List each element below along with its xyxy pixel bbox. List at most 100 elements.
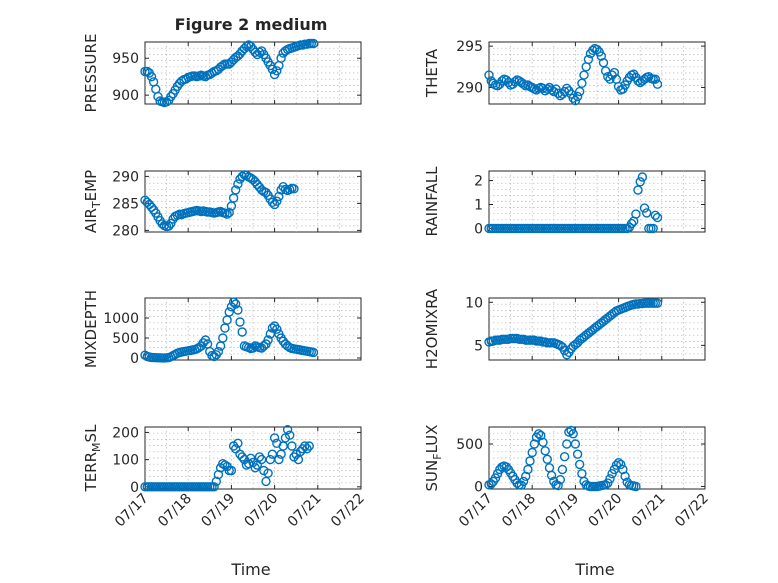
panel-6-point-76 xyxy=(304,441,314,451)
panel-7-point-1 xyxy=(486,479,496,489)
panel-5-point-78 xyxy=(652,298,663,308)
panel-6-point-67 xyxy=(285,430,295,440)
panel-0-point-36 xyxy=(218,60,228,71)
x-axis-label-left: Time xyxy=(230,560,270,579)
panel-1-point-12 xyxy=(510,76,520,87)
panel-4-point-36 xyxy=(218,333,228,343)
panel-5-ytick-label-1: 10 xyxy=(465,295,483,311)
panel-1-ylabel: THETA xyxy=(423,48,441,98)
panel-4-point-27 xyxy=(198,338,209,348)
panel-3-point-77 xyxy=(650,210,660,221)
panel-2-point-12 xyxy=(166,218,176,229)
panel-1-point-55 xyxy=(603,71,613,82)
panel-7-ylabel-main: SUN xyxy=(423,460,441,492)
panel-6-point-60 xyxy=(269,433,280,443)
panel-4-point-55 xyxy=(259,341,269,351)
panel-7-ytick-label-1: 500 xyxy=(456,437,483,453)
panel-2-point-61 xyxy=(272,196,282,206)
panel-4-ytick-label-2: 1000 xyxy=(103,311,139,327)
panel-5-ylabel: H2OMIXRA xyxy=(423,288,441,369)
panel-2-point-3 xyxy=(146,202,157,212)
panel-1-point-9 xyxy=(503,77,514,88)
panel-2-point-38 xyxy=(222,209,232,219)
panel-2-ylabel-sub: T xyxy=(90,201,103,209)
panel-1-point-32 xyxy=(553,88,563,99)
panel-7-ytick-label-0: 0 xyxy=(474,479,483,495)
panel-6-point-68 xyxy=(287,441,297,451)
panel-2-point-56 xyxy=(261,187,271,198)
panel-0: 900 950 PRESSURE xyxy=(82,34,362,113)
panel-0-point-51 xyxy=(250,47,260,57)
panel-2-ylabel: AIRTEMP xyxy=(82,170,103,233)
panel-7-point-60 xyxy=(613,458,624,468)
panel-7-point-19 xyxy=(525,456,535,466)
panel-1-point-44 xyxy=(579,70,589,80)
panel-1-point-48 xyxy=(588,45,598,55)
panel-4-point-57 xyxy=(263,335,273,345)
panel-6-point-43 xyxy=(233,438,243,448)
panel-7-point-37 xyxy=(564,427,574,437)
panel-7-ylabel: SUNFLUX xyxy=(423,425,444,492)
panel-4-point-61 xyxy=(272,324,282,334)
panel-6-point-75 xyxy=(302,444,312,454)
panel-2-point-69 xyxy=(289,184,299,194)
panel-4-ytick-label-0: 0 xyxy=(130,351,139,367)
panel-5: 5 10 H2OMIXRA xyxy=(423,288,706,369)
panel-1-point-30 xyxy=(549,86,559,97)
panel-7-point-13 xyxy=(512,478,522,488)
panel-3-point-73 xyxy=(642,208,652,218)
panel-1-point-25 xyxy=(538,83,548,94)
panel-2-point-43 xyxy=(233,179,243,189)
panel-1-point-46 xyxy=(583,54,594,65)
panel-3-point-71 xyxy=(637,172,648,182)
x-axis-label-right: Time xyxy=(574,560,614,579)
panel-4-point-45 xyxy=(237,327,247,337)
panel-7-point-56 xyxy=(605,474,615,484)
panel-1-point-58 xyxy=(609,67,619,78)
panel-4-point-43 xyxy=(233,305,243,315)
panel-2-point-62 xyxy=(274,191,284,202)
panel-7-point-27 xyxy=(542,454,552,464)
panel-2: 280 285 290 AIRTEMP xyxy=(82,169,362,239)
panel-7-point-61 xyxy=(616,459,626,470)
panel-3-ytick-label-1: 1 xyxy=(474,197,483,213)
panel-6-point-32 xyxy=(209,482,219,492)
panel-7-point-54 xyxy=(600,480,611,490)
panel-0-point-3 xyxy=(146,71,157,82)
panel-6-point-40 xyxy=(226,465,237,476)
panel-0-point-63 xyxy=(276,53,286,63)
panel-6-ylabel-sub: M xyxy=(90,442,103,452)
panel-5-point-36 xyxy=(562,350,572,360)
panel-6-point-66 xyxy=(282,425,293,435)
panel-1-point-50 xyxy=(592,44,602,55)
panel-5-ytick-label-0: 5 xyxy=(474,338,483,354)
panel-4-ylabel: MIXDEPTH xyxy=(82,290,100,368)
panel-6-point-48 xyxy=(243,459,254,469)
panel-2-point-59 xyxy=(267,197,278,208)
panel-2-point-42 xyxy=(230,185,241,195)
panel-3-ytick-label-0: 0 xyxy=(474,221,483,237)
panel-3-point-78 xyxy=(652,212,663,223)
panel-1-point-16 xyxy=(518,79,529,89)
panel-1-point-41 xyxy=(572,91,583,102)
panel-5-ylabel-main: H2OMIXRA xyxy=(423,288,441,369)
figure-title: Figure 2 medium xyxy=(175,15,328,34)
panel-2-ytick-label-1: 285 xyxy=(112,196,139,212)
panel-1-point-78 xyxy=(652,79,663,89)
panel-1-point-52 xyxy=(596,51,606,61)
panel-7-ylabel-rest: LUX xyxy=(423,425,441,454)
panel-1-ytick-label-1: 295 xyxy=(456,39,483,55)
panel-4-point-41 xyxy=(228,297,239,307)
panel-2-ylabel-main: AIR xyxy=(82,208,100,233)
panel-0-point-12 xyxy=(166,91,176,102)
panel-6-point-74 xyxy=(300,441,310,451)
panel-7-point-18 xyxy=(523,464,533,475)
panel-3-point-68 xyxy=(631,209,641,219)
panel-3-ytick-label-2: 2 xyxy=(474,174,483,190)
panel-3-ylabel: RAINFALL xyxy=(423,166,441,237)
panel-1-point-42 xyxy=(575,86,585,97)
panel-2-point-11 xyxy=(164,221,174,231)
panel-0-ylabel-main: PRESSURE xyxy=(82,34,100,113)
panel-4-point-39 xyxy=(224,307,234,317)
